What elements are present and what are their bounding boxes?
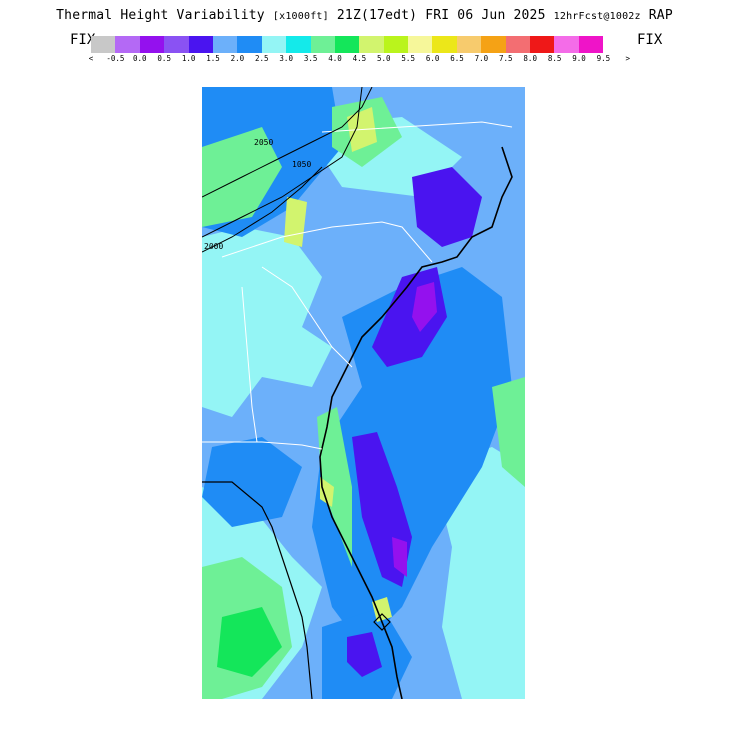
field-light-cyan-west	[202, 227, 332, 417]
island-marker	[373, 613, 391, 631]
field-light-cyan-east	[432, 447, 525, 699]
tick-label: <	[88, 54, 94, 63]
field-violet-south	[392, 537, 407, 577]
field-yellow-coast	[320, 477, 334, 507]
chart-title: Thermal Height Variability [x1000ft] 21Z…	[0, 8, 729, 23]
color-swatch	[164, 36, 189, 53]
field-green-coast	[317, 407, 352, 567]
forecast-map: 2050 1050 2000	[202, 87, 525, 699]
tick-label: 6.0	[425, 54, 440, 63]
state-border-nc-sc	[221, 221, 433, 263]
field-yellow-west	[284, 197, 307, 247]
map-canvas: 2050 1050 2000	[202, 87, 525, 699]
color-swatch	[91, 36, 116, 53]
contour-label-1: 2050	[254, 138, 273, 147]
contour-line-a	[202, 87, 373, 198]
tick-label: 0.0	[133, 54, 147, 63]
field-dark-blue-west	[202, 437, 302, 527]
tick-label: 6.5	[450, 54, 464, 63]
fix-right-label: FIX	[637, 32, 663, 48]
fix-left-label: FIX	[70, 32, 96, 48]
tick-label: 0.5	[157, 54, 171, 63]
color-swatch	[237, 36, 262, 53]
tick-label: 9.0	[572, 54, 586, 63]
field-yellow-south	[372, 597, 392, 622]
state-border-ga-fl	[202, 441, 323, 450]
color-swatch	[359, 36, 384, 53]
color-scale-bar	[91, 36, 604, 53]
color-swatch	[310, 36, 335, 53]
contour-label-3: 2000	[204, 242, 223, 251]
tick-label: 1.5	[206, 54, 220, 63]
color-swatch	[432, 36, 457, 53]
color-swatch	[481, 36, 506, 53]
title-model: RAP	[648, 8, 673, 23]
color-swatch	[505, 36, 531, 53]
color-swatch	[115, 36, 140, 53]
tick-label: 3.0	[279, 54, 293, 63]
state-border-va-nc	[321, 121, 513, 133]
field-purple-north	[412, 167, 482, 247]
title-forecast: 12hrFcst@1002z	[553, 11, 641, 22]
west-coastline	[202, 481, 313, 699]
color-swatch	[188, 36, 213, 53]
tick-label: >	[625, 54, 631, 63]
color-scale-ticks: < -0.5 0.0 0.5 1.0 1.5 2.0 2.5 3.0 3.5 4.0 4.5 5.0 5.…	[0, 54, 729, 66]
state-border-al-ga	[241, 286, 258, 443]
tick-label: 8.0	[523, 54, 537, 63]
tick-label: 8.5	[547, 54, 562, 63]
title-units: [x1000ft]	[272, 11, 329, 22]
field-bright-green-sw	[217, 607, 282, 677]
tick-label: 7.5	[499, 54, 513, 63]
color-swatch	[139, 36, 165, 53]
tick-label: 7.0	[474, 54, 489, 63]
tick-label: 9.5	[596, 54, 611, 63]
field-dark-blue-center	[312, 267, 512, 647]
coastline	[319, 146, 513, 699]
color-swatch	[554, 36, 579, 53]
tick-label: 5.5	[401, 54, 415, 63]
tick-label: 3.5	[303, 54, 318, 63]
state-border-ga-sc	[261, 266, 353, 368]
field-violet-center	[412, 282, 437, 332]
tick-label: 4.0	[328, 54, 342, 63]
color-swatch	[456, 36, 482, 53]
color-swatch	[383, 36, 409, 53]
color-swatch	[408, 36, 433, 53]
color-swatch	[261, 36, 287, 53]
color-swatch	[334, 36, 360, 53]
title-main: Thermal Height Variability	[56, 8, 265, 23]
tick-label: -0.5	[106, 54, 125, 63]
tick-label: 4.5	[352, 54, 367, 63]
color-swatch	[212, 36, 238, 53]
tick-label: 2.0	[230, 54, 245, 63]
tick-label: 5.0	[377, 54, 391, 63]
contour-label-2: 1050	[292, 160, 311, 169]
field-green-east	[492, 377, 525, 487]
tick-label: 2.5	[255, 54, 269, 63]
color-swatch	[578, 36, 604, 53]
color-swatch	[286, 36, 311, 53]
title-time: 21Z(17edt) FRI 06 Jun 2025	[336, 8, 546, 23]
contour-line-c	[202, 166, 323, 253]
field-purple-southwest	[347, 632, 382, 677]
tick-label: 1.0	[181, 54, 196, 63]
color-swatch	[530, 36, 555, 53]
